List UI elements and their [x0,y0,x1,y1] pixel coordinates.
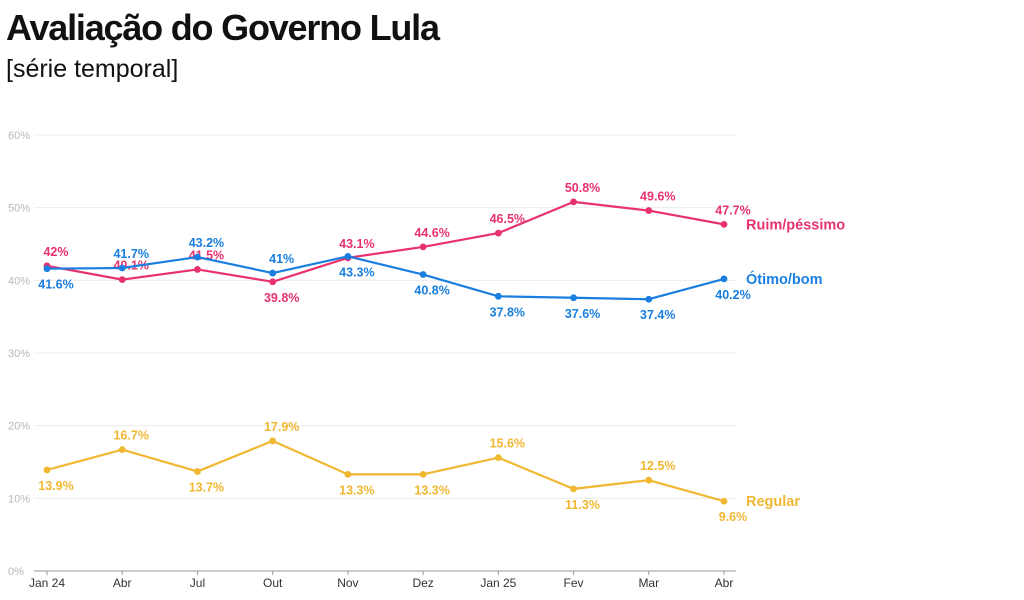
x-tick-label: Nov [337,576,358,590]
y-tick-label: 20% [8,421,30,433]
series-label: Ruim/péssimo [746,217,845,233]
data-label: 46.5% [490,212,525,226]
data-point [419,271,427,278]
x-tick-label: Abr [715,576,734,590]
data-label: 13.3% [339,483,374,497]
data-label: 49.6% [640,190,675,204]
chart-title: Avaliação do Governo Lula [6,7,440,48]
data-label: 37.6% [565,307,600,321]
data-label: 40.2% [715,288,750,302]
data-point [118,446,126,454]
data-point [645,476,653,484]
data-point [43,265,51,273]
y-tick-label: 60% [8,130,30,142]
x-tick-label: Mar [638,576,659,590]
data-label: 12.5% [640,459,675,473]
data-label: 17.9% [264,420,299,434]
x-tick-label: Jul [190,576,205,590]
data-label: 39.8% [264,291,299,305]
y-tick-label: 0% [8,566,24,578]
data-label: 43.2% [189,236,224,250]
data-label: 16.7% [113,429,148,443]
series-line [46,255,725,301]
data-label: 13.9% [38,479,73,493]
data-point [194,468,201,475]
data-label: 43.3% [339,265,374,279]
chart-subtitle: [série temporal] [6,55,179,83]
x-tick-label: Jan 25 [480,576,516,590]
data-label: 42% [43,245,68,259]
data-point [494,229,502,237]
series-line [46,439,725,503]
data-label: 43.1% [339,237,374,251]
data-point [720,275,728,283]
x-tick-label: Fev [564,576,584,590]
y-tick-label: 30% [8,348,30,360]
data-label: 13.7% [189,480,224,494]
data-point [194,253,201,261]
data-label: 41% [269,252,294,266]
data-point [118,276,126,284]
data-point [344,252,352,260]
data-point [194,266,201,273]
data-label: 47.7% [715,203,750,217]
data-point [570,294,577,302]
data-point [494,454,502,462]
data-point [43,466,51,474]
data-point [269,437,277,445]
y-tick-label: 50% [8,203,30,215]
series-label: Ótimo/bom [746,270,823,288]
data-point [419,243,427,251]
data-label: 37.8% [490,305,525,319]
data-label: 50.8% [565,181,600,195]
data-point [118,264,126,272]
x-tick-label: Dez [412,576,433,590]
y-tick-label: 40% [8,275,30,287]
data-label: 41.7% [113,247,148,261]
data-point [645,207,653,214]
x-tick-label: Abr [113,576,132,590]
data-label: 13.3% [414,483,449,497]
data-label: 41.6% [38,278,73,292]
x-tick-label: Jan 24 [29,576,65,590]
data-point [269,278,277,286]
data-label: 41.5% [189,248,224,262]
data-point [269,269,277,277]
series-label: Regular [746,494,800,510]
data-point [645,295,653,303]
data-point [494,292,502,300]
data-label: 40.8% [414,284,449,298]
data-label: 37.4% [640,308,675,322]
data-label: 11.3% [565,498,600,512]
data-point [344,470,352,478]
data-label: 15.6% [490,437,525,451]
data-label: 44.6% [414,226,449,240]
data-point [419,470,427,478]
y-tick-label: 10% [8,493,30,505]
data-point [570,485,577,493]
data-point [570,198,577,206]
series-line [46,200,725,283]
data-point [720,497,728,505]
x-tick-label: Out [263,576,283,590]
data-point [720,220,728,228]
data-label: 9.6% [719,510,748,524]
